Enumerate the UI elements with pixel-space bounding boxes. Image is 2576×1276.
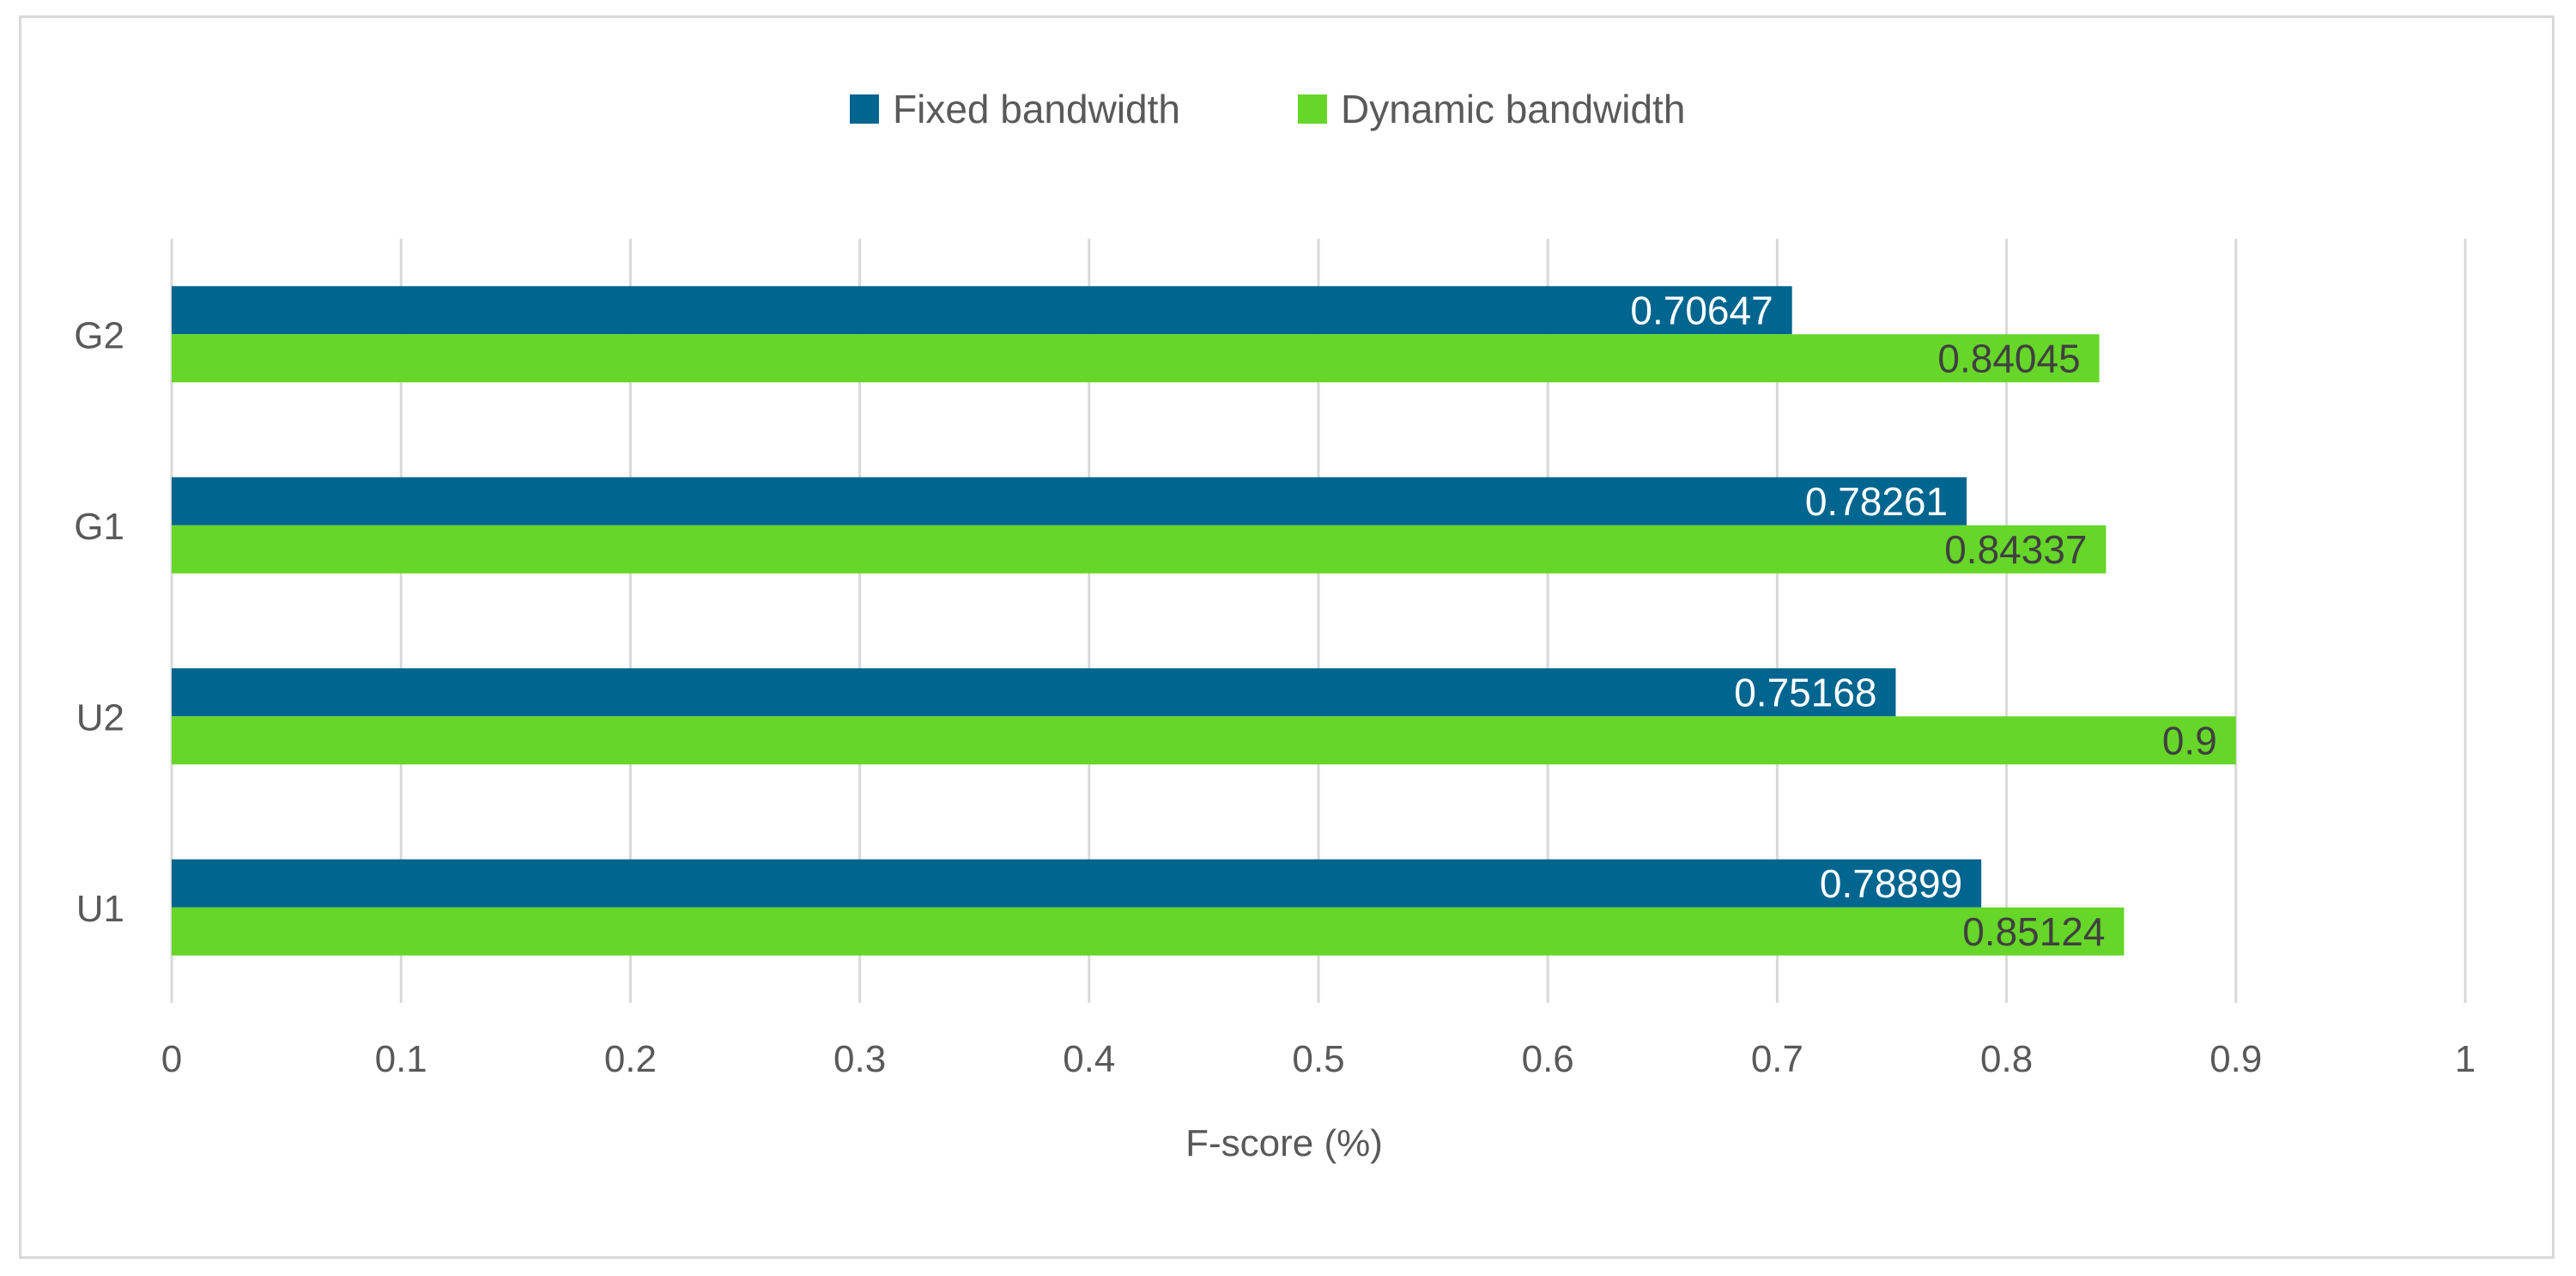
bar xyxy=(172,477,1967,526)
x-tick-label: 0.7 xyxy=(1751,1038,1803,1080)
x-tick-label: 0.9 xyxy=(2209,1038,2262,1080)
x-axis-title: F-score (%) xyxy=(1185,1122,1383,1164)
y-category-label: G2 xyxy=(74,314,124,356)
data-label: 0.84045 xyxy=(1937,336,2080,380)
x-tick-label: 1 xyxy=(2455,1038,2476,1080)
bar-layer xyxy=(172,286,2236,956)
x-tick-label: 0.8 xyxy=(1980,1038,2033,1080)
bar xyxy=(172,286,1792,335)
legend-swatch xyxy=(1298,94,1327,124)
x-tick-label: 0.3 xyxy=(833,1038,886,1080)
x-tick-label: 0.1 xyxy=(375,1038,427,1080)
bar xyxy=(172,334,2100,383)
legend-label: Fixed bandwidth xyxy=(893,87,1180,131)
legend: Fixed bandwidth Dynamic bandwidth xyxy=(850,87,1685,131)
data-label: 0.78261 xyxy=(1805,479,1948,524)
y-category-label: G1 xyxy=(74,506,124,548)
bar xyxy=(172,859,1982,908)
y-category-label: U2 xyxy=(76,696,124,738)
data-label: 0.75168 xyxy=(1734,670,1876,714)
data-label: 0.85124 xyxy=(1962,909,2105,954)
bar xyxy=(172,716,2236,765)
x-tick-label: 0.5 xyxy=(1292,1038,1344,1080)
data-label: 0.9 xyxy=(2162,718,2217,763)
axis-layer: 0 0.1 0.2 0.3 0.4 0.5 0.6 0.7 0.8 0.9 1 U1 U2 G1 G2 xyxy=(74,314,2476,1080)
x-tick-label: 0 xyxy=(161,1038,182,1080)
chart-frame xyxy=(19,15,2555,1259)
bar xyxy=(172,525,2106,574)
y-category-label: U1 xyxy=(76,888,124,930)
x-tick-label: 0.6 xyxy=(1522,1038,1574,1080)
legend-swatch xyxy=(850,94,879,124)
data-label: 0.70647 xyxy=(1630,288,1773,332)
data-label: 0.78899 xyxy=(1820,861,1962,906)
bar xyxy=(172,668,1896,717)
bar xyxy=(172,907,2124,956)
data-label: 0.84337 xyxy=(1944,527,2087,572)
legend-label: Dynamic bandwidth xyxy=(1341,87,1685,131)
x-tick-label: 0.4 xyxy=(1063,1038,1115,1080)
x-tick-label: 0.2 xyxy=(604,1038,657,1080)
